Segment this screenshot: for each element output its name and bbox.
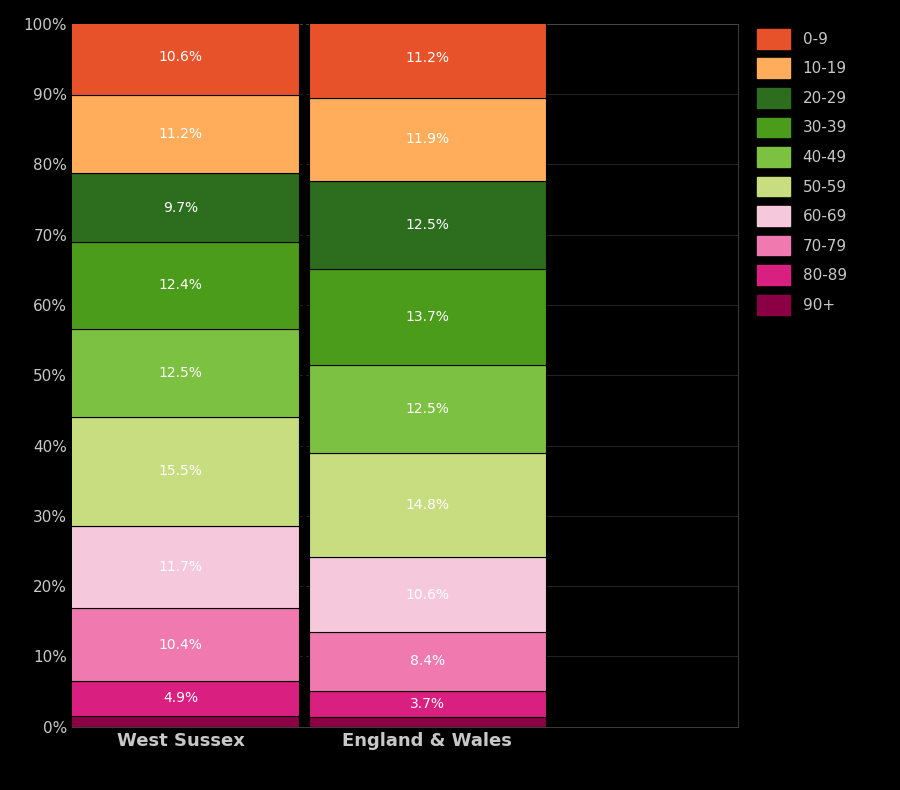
Bar [309, 366, 545, 453]
Bar [309, 632, 545, 691]
Text: 4.9%: 4.9% [163, 691, 198, 705]
Bar [62, 174, 299, 242]
Text: 12.5%: 12.5% [405, 402, 449, 416]
Text: 10.4%: 10.4% [158, 638, 202, 652]
Bar [62, 21, 299, 95]
Bar [309, 269, 545, 366]
Legend: 0-9, 10-19, 20-29, 30-39, 40-49, 50-59, 60-69, 70-79, 80-89, 90+: 0-9, 10-19, 20-29, 30-39, 40-49, 50-59, … [752, 24, 851, 319]
Text: 10.6%: 10.6% [405, 588, 449, 602]
Bar [62, 608, 299, 681]
Bar [62, 242, 299, 329]
Bar [309, 19, 545, 97]
Text: 11.7%: 11.7% [158, 560, 202, 574]
Text: 14.8%: 14.8% [405, 498, 449, 513]
Text: 10.6%: 10.6% [158, 51, 202, 65]
Bar [309, 691, 545, 717]
Bar [62, 525, 299, 608]
Text: 12.5%: 12.5% [158, 366, 202, 380]
Text: 11.2%: 11.2% [158, 127, 202, 141]
Bar [62, 681, 299, 716]
Bar [62, 329, 299, 417]
Text: 9.7%: 9.7% [163, 201, 198, 215]
Text: 15.5%: 15.5% [158, 465, 202, 478]
Text: 8.4%: 8.4% [410, 654, 445, 668]
Text: 12.5%: 12.5% [405, 218, 449, 232]
Bar [309, 181, 545, 269]
Bar [309, 717, 545, 727]
Text: 13.7%: 13.7% [405, 310, 449, 324]
Bar [309, 558, 545, 632]
Bar [62, 95, 299, 174]
Bar [62, 417, 299, 525]
Text: 3.7%: 3.7% [410, 697, 445, 711]
Text: 12.4%: 12.4% [158, 278, 202, 292]
Text: 11.2%: 11.2% [405, 51, 449, 65]
Bar [62, 716, 299, 727]
Bar [309, 97, 545, 181]
Bar [309, 453, 545, 558]
Text: 11.9%: 11.9% [405, 133, 449, 146]
